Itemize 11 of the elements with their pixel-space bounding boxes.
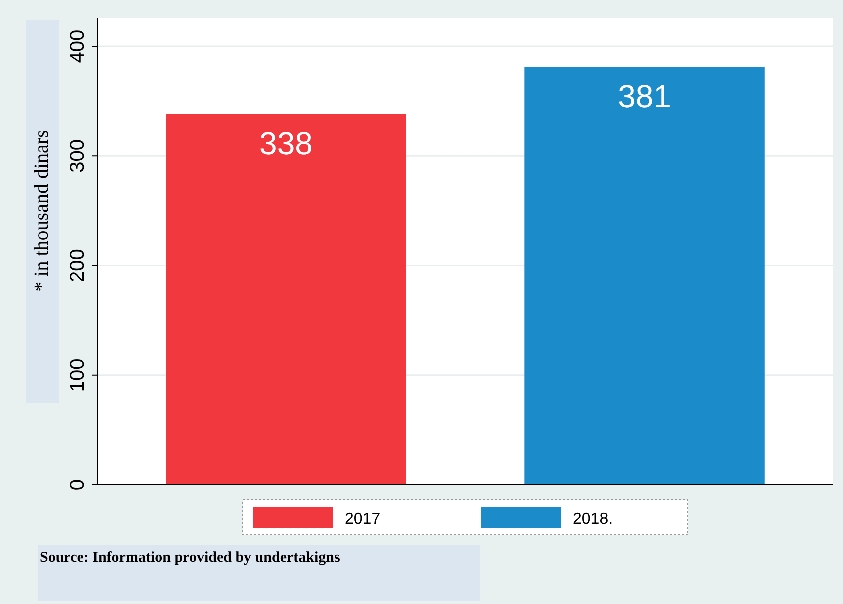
data-label: 338: [260, 125, 313, 162]
y-tick-label: 0: [67, 479, 89, 491]
data-label: 381: [618, 78, 672, 114]
y-tick-label: 200: [67, 249, 89, 282]
y-axis-title: * in thousand dinars: [31, 130, 53, 292]
source-note: Source: Information provided by undertakigns: [40, 550, 340, 566]
y-tick-label: 100: [67, 358, 89, 392]
legend-label: 2018.: [573, 511, 614, 528]
legend-label: 2017: [345, 511, 381, 528]
y-tick-label: 300: [67, 139, 89, 173]
y-tick-label: 400: [67, 30, 89, 64]
